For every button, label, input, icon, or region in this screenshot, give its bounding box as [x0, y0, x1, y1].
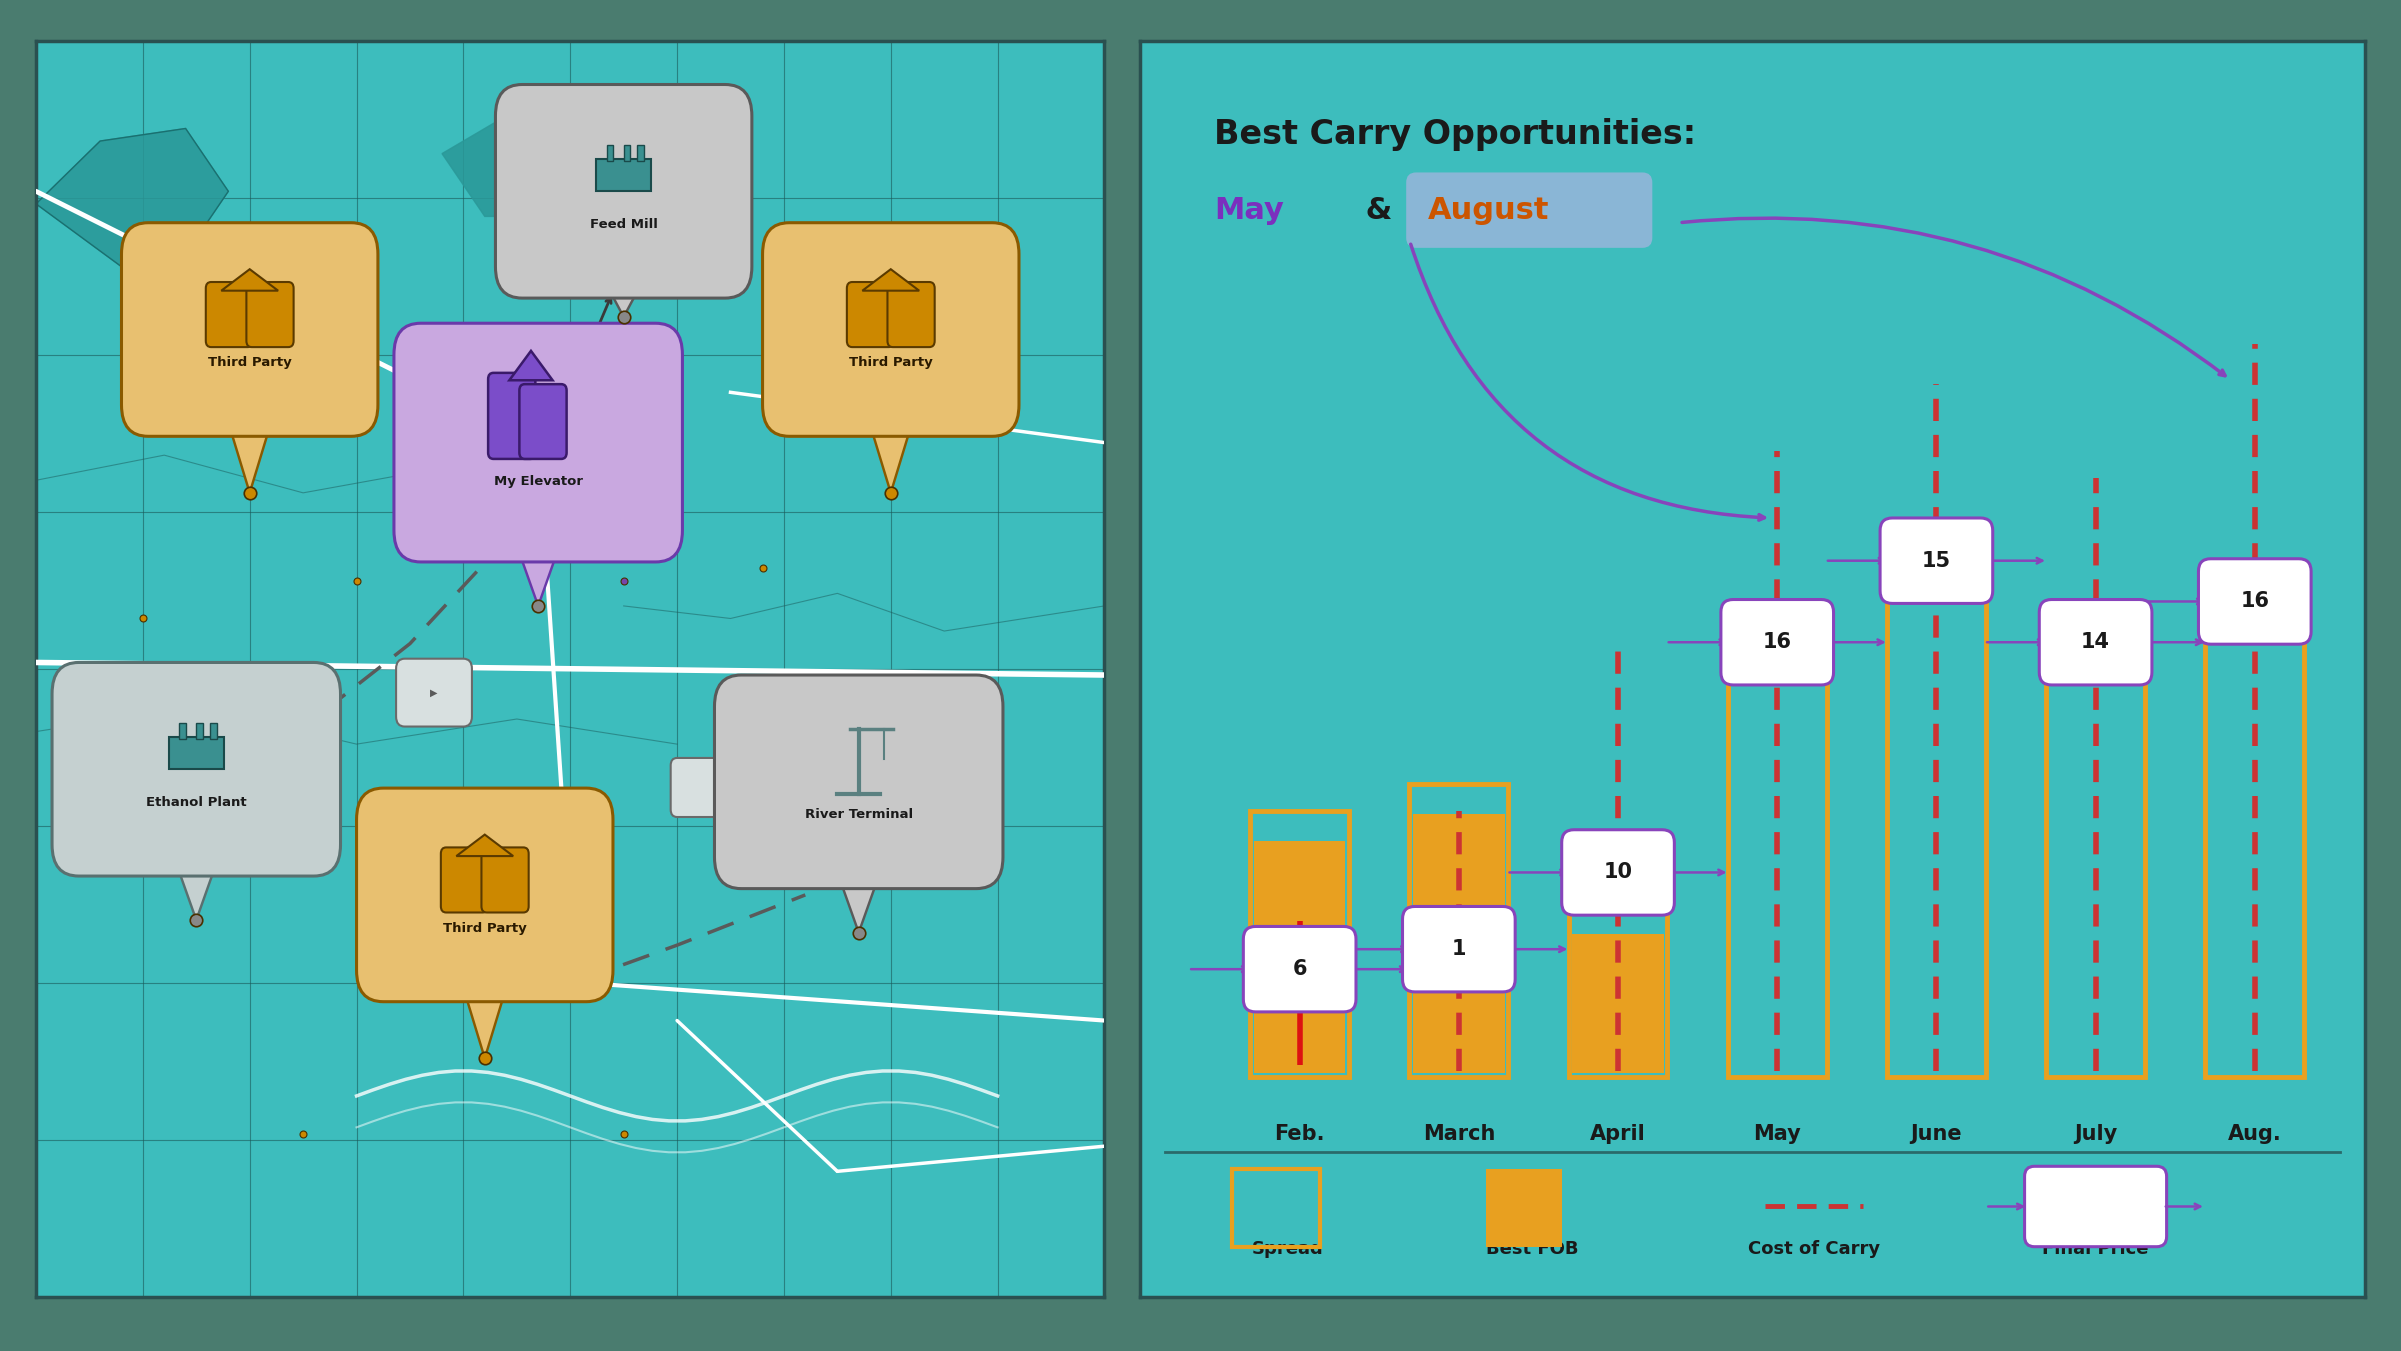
Text: &: &: [1354, 196, 1402, 224]
FancyBboxPatch shape: [1486, 1169, 1561, 1247]
FancyBboxPatch shape: [624, 145, 631, 161]
Polygon shape: [864, 405, 917, 493]
Text: April: April: [1589, 1124, 1647, 1144]
Text: 16: 16: [1762, 632, 1791, 653]
Text: Third Party: Third Party: [850, 357, 932, 369]
Text: Best FOB: Best FOB: [1486, 1240, 1577, 1258]
Text: Cost of Carry: Cost of Carry: [1748, 1240, 1880, 1258]
Text: May: May: [1753, 1124, 1801, 1144]
FancyBboxPatch shape: [1414, 815, 1505, 1073]
FancyBboxPatch shape: [1253, 842, 1345, 1073]
Text: 10: 10: [1604, 862, 1633, 882]
FancyBboxPatch shape: [1409, 784, 1508, 1077]
Polygon shape: [170, 844, 223, 920]
Polygon shape: [442, 116, 571, 216]
Text: Feed Mill: Feed Mill: [591, 218, 658, 231]
FancyBboxPatch shape: [487, 373, 535, 459]
FancyBboxPatch shape: [197, 723, 204, 739]
Polygon shape: [509, 351, 552, 380]
Polygon shape: [221, 269, 279, 290]
FancyBboxPatch shape: [2046, 651, 2144, 1077]
Polygon shape: [36, 128, 228, 266]
Polygon shape: [511, 531, 564, 605]
Text: Aug.: Aug.: [2228, 1124, 2281, 1144]
FancyBboxPatch shape: [396, 659, 473, 727]
Text: 15: 15: [1921, 551, 1952, 570]
Text: Feb.: Feb.: [1275, 1124, 1325, 1144]
Text: August: August: [1429, 196, 1549, 224]
FancyBboxPatch shape: [670, 758, 735, 817]
Text: Ethanol Plant: Ethanol Plant: [146, 796, 247, 809]
FancyBboxPatch shape: [180, 723, 185, 739]
Text: June: June: [1911, 1124, 1962, 1144]
FancyBboxPatch shape: [764, 223, 1018, 436]
FancyBboxPatch shape: [519, 384, 567, 459]
Text: Third Party: Third Party: [442, 921, 526, 935]
FancyBboxPatch shape: [206, 282, 252, 347]
FancyBboxPatch shape: [1722, 600, 1834, 685]
FancyBboxPatch shape: [209, 723, 216, 739]
FancyBboxPatch shape: [595, 158, 651, 190]
Polygon shape: [833, 858, 886, 932]
Text: May: May: [1215, 196, 1285, 224]
Text: 1: 1: [1453, 939, 1467, 959]
Text: 6: 6: [1292, 959, 1306, 979]
FancyBboxPatch shape: [1407, 173, 1652, 247]
FancyBboxPatch shape: [394, 323, 682, 562]
FancyBboxPatch shape: [168, 736, 223, 769]
Text: ▶: ▶: [430, 688, 437, 697]
FancyBboxPatch shape: [715, 676, 1004, 889]
FancyBboxPatch shape: [636, 145, 643, 161]
FancyBboxPatch shape: [1880, 517, 1993, 604]
Text: March: March: [1424, 1124, 1496, 1144]
FancyBboxPatch shape: [442, 847, 487, 912]
FancyBboxPatch shape: [2207, 611, 2305, 1077]
FancyBboxPatch shape: [1573, 935, 1664, 1073]
FancyBboxPatch shape: [1729, 651, 1827, 1077]
FancyBboxPatch shape: [607, 145, 612, 161]
FancyBboxPatch shape: [2024, 1166, 2166, 1247]
Polygon shape: [456, 835, 514, 857]
FancyBboxPatch shape: [848, 282, 893, 347]
Text: Final Price: Final Price: [2043, 1240, 2149, 1258]
Text: River Terminal: River Terminal: [804, 808, 912, 821]
FancyBboxPatch shape: [53, 662, 341, 875]
Polygon shape: [223, 405, 276, 493]
Text: July: July: [2074, 1124, 2118, 1144]
FancyBboxPatch shape: [888, 282, 934, 347]
FancyBboxPatch shape: [1251, 811, 1349, 1077]
FancyBboxPatch shape: [1561, 830, 1673, 915]
FancyBboxPatch shape: [122, 223, 377, 436]
FancyBboxPatch shape: [483, 847, 528, 912]
FancyBboxPatch shape: [247, 282, 293, 347]
FancyBboxPatch shape: [2199, 559, 2312, 644]
FancyBboxPatch shape: [355, 788, 612, 1001]
FancyBboxPatch shape: [1568, 890, 1666, 1077]
Text: 14: 14: [2082, 632, 2110, 653]
Text: 16: 16: [2240, 592, 2269, 612]
FancyBboxPatch shape: [1402, 907, 1515, 992]
FancyBboxPatch shape: [495, 85, 752, 299]
FancyBboxPatch shape: [2038, 600, 2151, 685]
Text: Third Party: Third Party: [209, 357, 291, 369]
Text: My Elevator: My Elevator: [495, 474, 583, 488]
FancyBboxPatch shape: [1244, 927, 1357, 1012]
Text: Spread: Spread: [1251, 1240, 1323, 1258]
FancyBboxPatch shape: [1887, 571, 1986, 1077]
Polygon shape: [459, 970, 511, 1058]
Polygon shape: [598, 266, 651, 317]
Polygon shape: [862, 269, 920, 290]
Text: Best Carry Opportunities:: Best Carry Opportunities:: [1215, 119, 1695, 151]
